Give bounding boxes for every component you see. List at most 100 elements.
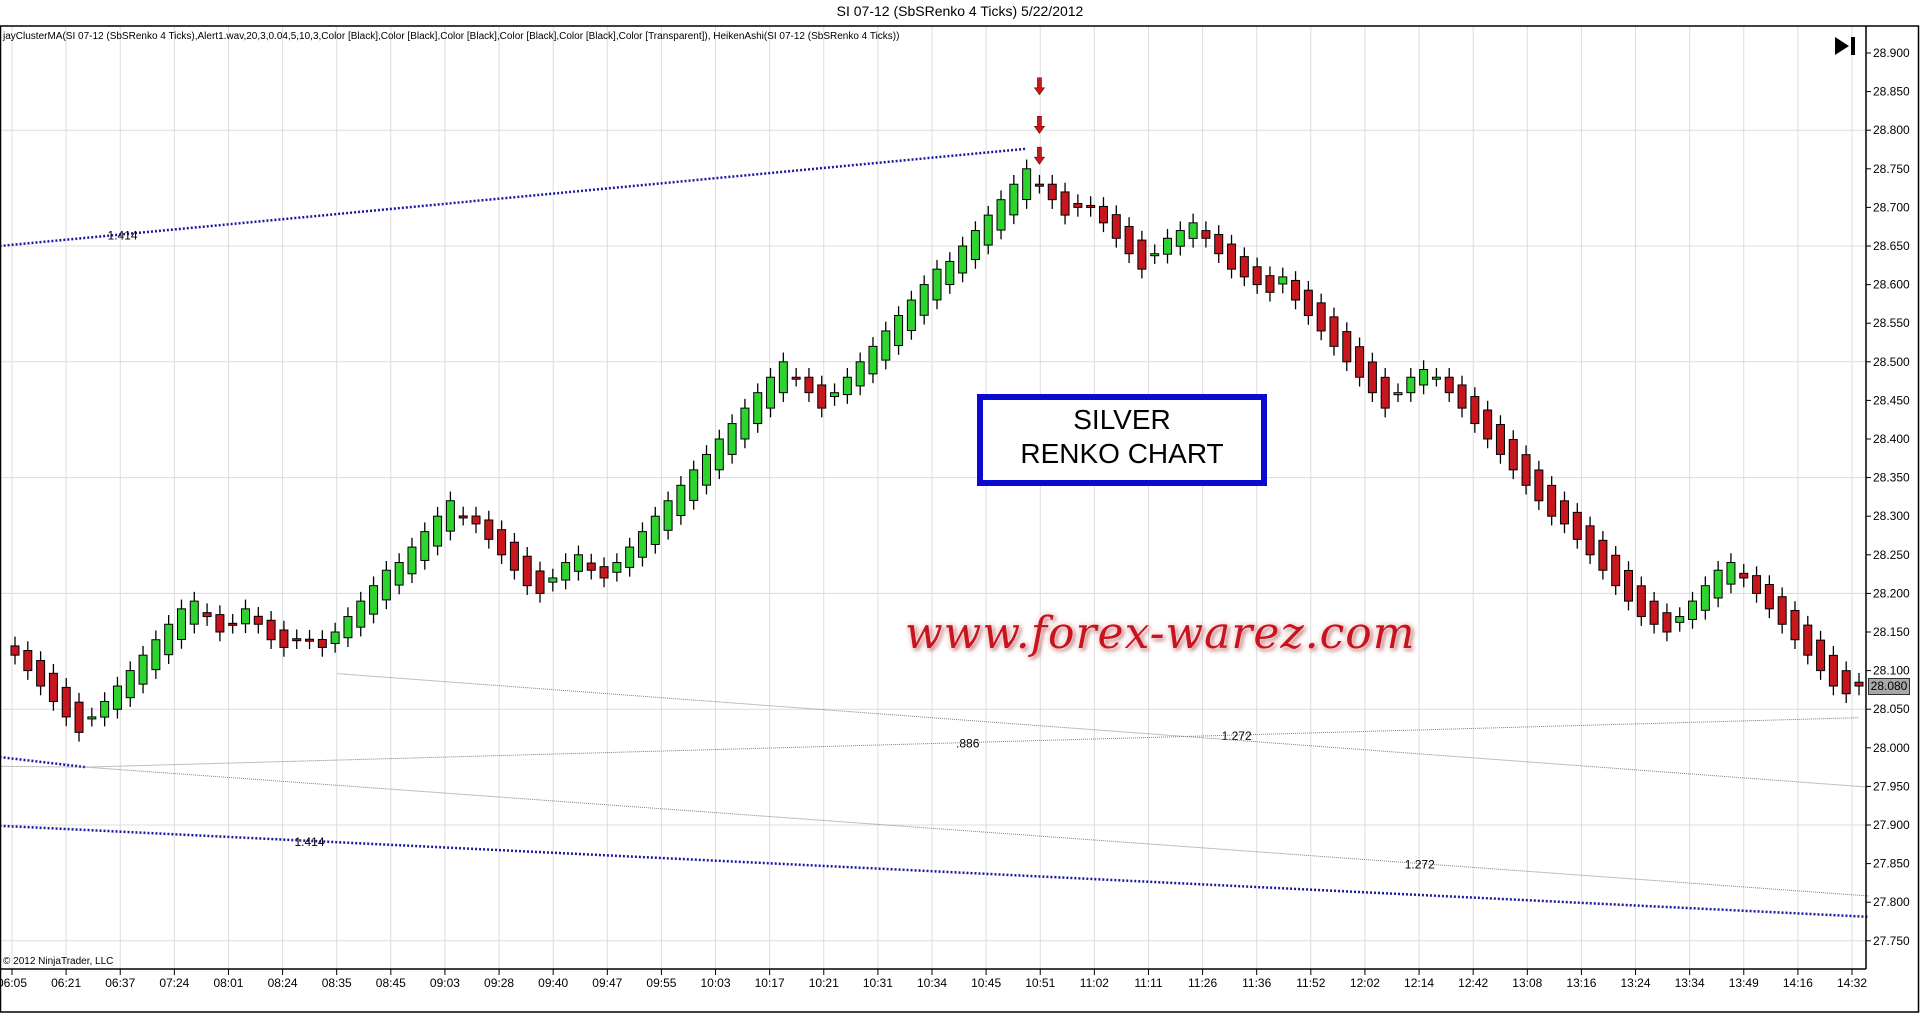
candle-body xyxy=(1278,276,1288,285)
x-tick-label: 09:28 xyxy=(484,976,514,990)
chart-frame xyxy=(0,25,1920,1013)
x-tick-label: 08:45 xyxy=(376,976,406,990)
candle-body xyxy=(1611,554,1621,587)
candle xyxy=(1662,603,1672,642)
candle xyxy=(1431,367,1441,387)
candle-body xyxy=(855,361,865,387)
candle xyxy=(241,599,250,634)
candle-body xyxy=(317,638,327,648)
candle xyxy=(394,553,404,595)
y-tick-label: 28.250 xyxy=(1873,548,1910,562)
candle-body xyxy=(1457,384,1467,409)
candle-body xyxy=(445,500,455,532)
candle-body xyxy=(932,268,942,301)
candle xyxy=(663,491,673,540)
y-tick-label: 28.200 xyxy=(1873,586,1910,600)
candle xyxy=(1265,266,1275,302)
candle xyxy=(676,476,686,525)
x-tick-label: 13:08 xyxy=(1512,976,1542,990)
candle-body xyxy=(369,585,379,615)
candle xyxy=(1175,221,1185,256)
x-tick-label: 12:42 xyxy=(1458,976,1488,990)
x-tick-label: 10:31 xyxy=(863,976,893,990)
candle-body xyxy=(1022,168,1032,201)
candle-body xyxy=(266,619,276,641)
candle-body xyxy=(830,392,840,398)
candle-body xyxy=(10,645,20,656)
y-tick-label: 28.750 xyxy=(1873,162,1910,176)
candle-body xyxy=(202,612,212,618)
candle xyxy=(381,560,391,610)
candle-body xyxy=(1073,203,1083,208)
candle-body xyxy=(112,685,122,710)
candle-body xyxy=(573,554,583,572)
candle-body xyxy=(1726,562,1736,585)
candle xyxy=(497,520,507,565)
candle-body xyxy=(1393,392,1403,396)
candle xyxy=(1060,182,1070,225)
x-tick-label: 11:36 xyxy=(1242,976,1271,990)
candle-body xyxy=(420,531,430,561)
candle xyxy=(100,692,110,727)
x-tick-label: 10:17 xyxy=(755,976,785,990)
candle-body xyxy=(228,622,238,626)
candle-body xyxy=(1086,204,1096,208)
candle xyxy=(471,506,481,534)
indicator-label: jayClusterMA(SI 07-12 (SbSRenko 4 Ticks)… xyxy=(3,31,900,42)
y-tick-label: 28.900 xyxy=(1873,46,1910,60)
x-tick-label: 10:21 xyxy=(809,976,839,990)
chart-title: SI 07-12 (SbSRenko 4 Ticks) 5/22/2012 xyxy=(836,3,1084,19)
x-tick-label: 08:35 xyxy=(322,976,352,990)
x-tick-label: 13:16 xyxy=(1566,976,1596,990)
candle-body xyxy=(1547,484,1557,517)
x-tick-label: 13:24 xyxy=(1621,976,1651,990)
candle-body xyxy=(1419,369,1429,386)
y-tick-label: 28.050 xyxy=(1873,702,1910,716)
candle xyxy=(1239,247,1249,287)
candle xyxy=(61,678,71,727)
candle xyxy=(407,537,417,584)
candle-body xyxy=(394,562,404,586)
candle xyxy=(1303,280,1313,325)
candle-body xyxy=(1060,191,1070,216)
candle xyxy=(215,605,225,642)
copyright-text: © 2012 NinjaTrader, LLC xyxy=(3,956,114,967)
candle xyxy=(138,645,148,694)
candle-body xyxy=(1406,376,1416,394)
candle-body xyxy=(522,555,532,587)
candle-body xyxy=(1431,376,1441,380)
candle-body xyxy=(125,670,135,699)
alert-arrow-icon xyxy=(1033,77,1046,96)
x-tick-label: 09:47 xyxy=(592,976,622,990)
candle xyxy=(868,337,878,384)
candle-body xyxy=(702,453,711,486)
candle-body xyxy=(1342,331,1352,363)
candle xyxy=(292,629,302,649)
x-tick-label: 09:03 xyxy=(430,976,460,990)
candle-body xyxy=(1188,222,1198,239)
candle-body xyxy=(1227,243,1237,270)
candle-body xyxy=(868,345,878,375)
y-tick-label: 28.300 xyxy=(1873,509,1910,523)
candle-body xyxy=(804,376,814,394)
candle xyxy=(343,607,353,647)
candle xyxy=(1022,159,1032,209)
candle-body xyxy=(151,639,161,671)
candle-body xyxy=(1175,230,1185,247)
candle xyxy=(330,622,340,653)
candle-body xyxy=(778,361,788,394)
candle-body xyxy=(1291,279,1301,301)
alert-arrows xyxy=(1033,77,1046,165)
candle xyxy=(1470,387,1480,433)
x-tick-label: 10:51 xyxy=(1025,976,1055,990)
skip-to-end-icon[interactable] xyxy=(1833,35,1857,57)
candle xyxy=(881,321,891,370)
axes: 28.900 28.850 28.800 28.750 28.700 28.650 28.6… xyxy=(0,25,1920,1013)
candle xyxy=(1624,561,1633,611)
candle-body xyxy=(497,529,507,556)
candle-body xyxy=(1649,600,1659,625)
candle-body xyxy=(330,631,340,644)
candle-body xyxy=(637,531,647,558)
candle xyxy=(1611,546,1621,595)
